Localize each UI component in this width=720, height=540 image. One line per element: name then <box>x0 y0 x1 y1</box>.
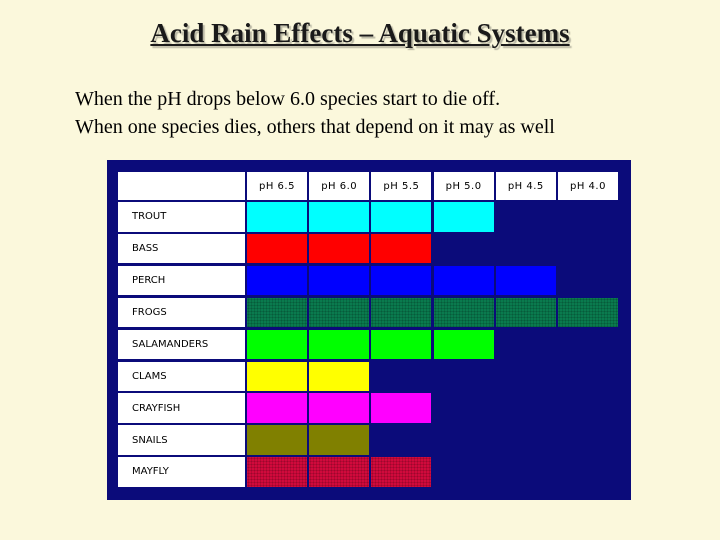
species-name: CRAYFISH <box>132 402 181 414</box>
row-label-cell: CRAYFISH <box>118 393 245 423</box>
survival-cell <box>247 425 307 455</box>
survival-cell <box>371 265 432 296</box>
row-label-cell: MAYFLY <box>118 457 245 487</box>
column-header: pH 4.5 <box>495 172 556 200</box>
body-line-1: When the pH drops below 6.0 species star… <box>75 88 501 110</box>
row-label-cell: BASS <box>118 233 245 264</box>
species-name: SNAILS <box>132 434 168 446</box>
survival-cell <box>309 425 370 455</box>
survival-cell <box>371 329 432 360</box>
survival-cell <box>247 393 307 423</box>
row-label-cell: PERCH <box>118 265 245 296</box>
survival-cell <box>247 361 307 391</box>
survival-cell <box>495 265 556 296</box>
survival-cell <box>433 202 494 232</box>
survival-cell <box>309 265 370 296</box>
survival-cell <box>558 297 618 328</box>
row-label-cell: FROGS <box>118 297 245 328</box>
species-name: TROUT <box>132 211 167 223</box>
survival-cell <box>371 297 432 328</box>
column-header-label: pH 4.5 <box>507 180 544 192</box>
survival-cell <box>309 361 370 391</box>
row-label-cell: TROUT <box>118 202 245 232</box>
species-name: PERCH <box>132 275 166 287</box>
row-label-cell: SALAMANDERS <box>118 329 245 360</box>
species-name: CLAMS <box>132 370 167 382</box>
survival-cell <box>309 393 370 423</box>
species-name: MAYFLY <box>132 466 169 478</box>
survival-cell <box>247 265 307 296</box>
species-name: SALAMANDERS <box>132 338 209 350</box>
column-header: pH 5.0 <box>433 172 494 200</box>
body-line-2: When one species dies, others that depen… <box>75 116 555 138</box>
survival-cell <box>309 329 370 360</box>
species-name: FROGS <box>132 306 167 318</box>
column-header: pH 6.0 <box>309 172 370 200</box>
survival-cell <box>247 233 307 264</box>
header-corner-cell <box>118 172 245 200</box>
survival-cell <box>309 202 370 232</box>
survival-cell <box>371 233 432 264</box>
slide-title: Acid Rain Effects – Aquatic Systems <box>150 18 570 48</box>
column-header-label: pH 4.0 <box>570 180 606 192</box>
survival-cell <box>371 457 432 487</box>
survival-cell <box>247 457 307 487</box>
column-header-label: pH 5.5 <box>383 180 420 192</box>
survival-cell <box>247 202 307 232</box>
row-label-cell: CLAMS <box>118 361 245 391</box>
survival-cell <box>309 297 370 328</box>
survival-cell <box>433 297 494 328</box>
survival-cell <box>433 265 494 296</box>
column-header: pH 5.5 <box>371 172 432 200</box>
column-header-label: pH 5.0 <box>445 180 482 192</box>
row-label-cell: SNAILS <box>118 425 245 455</box>
column-header-label: pH 6.5 <box>259 180 295 192</box>
survival-cell <box>247 329 307 360</box>
species-ph-table: pH 6.5 pH 6.0 pH 5.5 pH 5.0 pH 4.5 pH 4.0 TROU… <box>107 160 631 500</box>
survival-cell <box>309 457 370 487</box>
survival-cell <box>309 233 370 264</box>
column-header: pH 6.5 <box>247 172 307 200</box>
column-header: pH 4.0 <box>558 172 618 200</box>
survival-cell <box>433 329 494 360</box>
survival-cell <box>371 393 432 423</box>
survival-cell <box>495 297 556 328</box>
species-name: BASS <box>132 243 159 255</box>
survival-cell <box>247 297 307 328</box>
column-header-label: pH 6.0 <box>321 180 358 192</box>
survival-cell <box>371 202 432 232</box>
